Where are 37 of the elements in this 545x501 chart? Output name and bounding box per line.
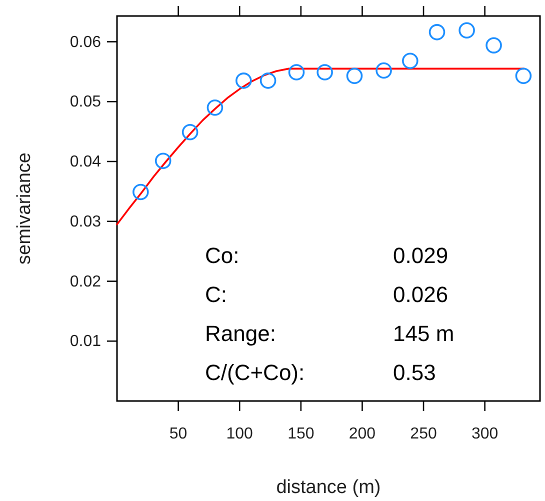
point — [288, 64, 305, 80]
point — [515, 68, 532, 84]
point — [154, 152, 172, 170]
y-tick-label: 0.06 — [70, 34, 102, 51]
point — [458, 22, 475, 39]
point — [316, 64, 333, 80]
x-tick-label: 150 — [288, 425, 314, 442]
y-tick-label: 0.03 — [70, 213, 102, 230]
point — [132, 184, 149, 200]
annotation: 0.029 — [393, 243, 448, 268]
annotation: C: — [205, 282, 227, 307]
x-tick-label: 50 — [169, 425, 188, 442]
point — [206, 99, 224, 116]
x-tick-label: 300 — [471, 425, 498, 442]
annotation: Co: — [205, 243, 240, 268]
annotation: C/(C+Co): — [205, 360, 305, 385]
y-tick-label: 0.05 — [70, 94, 102, 111]
point — [486, 37, 502, 54]
point — [428, 24, 446, 40]
x-tick-label: 200 — [348, 425, 376, 442]
point — [236, 72, 252, 89]
point — [260, 72, 276, 89]
point — [376, 62, 392, 79]
point — [346, 68, 363, 84]
annotation: 145 m — [393, 321, 454, 346]
annotation: 0.026 — [393, 282, 448, 307]
x-tick-label: 250 — [410, 425, 437, 442]
annotation: 0.53 — [393, 360, 436, 385]
x-tick-label: 100 — [226, 425, 254, 442]
y-axis-title: semivariance — [14, 152, 35, 264]
point — [182, 124, 198, 140]
point — [402, 52, 418, 70]
y-tick-label: 0.01 — [70, 333, 102, 350]
y-tick-label: 0.02 — [70, 273, 102, 290]
annotation: Range: — [205, 321, 276, 346]
x-axis-title: distance (m) — [276, 477, 381, 498]
y-tick-label: 0.04 — [70, 154, 102, 171]
